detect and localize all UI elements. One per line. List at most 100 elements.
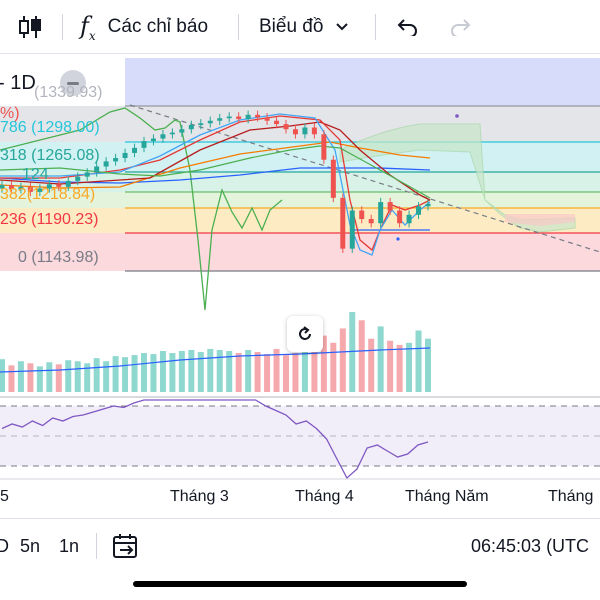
redo-icon bbox=[451, 19, 471, 36]
volume-bar bbox=[283, 355, 289, 392]
candlestick-icon[interactable] bbox=[18, 0, 42, 54]
moving-average-line bbox=[0, 141, 431, 189]
candle-body bbox=[397, 210, 403, 224]
indicators-button[interactable]: fx Các chỉ báo bbox=[80, 0, 208, 54]
reset-chart-button[interactable] bbox=[287, 316, 323, 352]
candle-body bbox=[75, 176, 81, 181]
rsi-line bbox=[1, 399, 429, 480]
bottom-divider bbox=[96, 533, 97, 559]
x-axis-label: Tháng 4 bbox=[295, 488, 354, 505]
toolbar-divider bbox=[375, 14, 376, 40]
candle-body bbox=[416, 206, 422, 215]
candle-body bbox=[302, 127, 308, 135]
indicators-label: Các chỉ báo bbox=[107, 16, 209, 37]
fib-label-3: 318 (1265.08) bbox=[0, 147, 100, 164]
volume-bar bbox=[131, 355, 138, 392]
volume-bar bbox=[84, 363, 91, 392]
bottom-bar: D 5n 1n 06:45:03 (UTC bbox=[0, 518, 600, 572]
x-axis-label: Tháng bbox=[548, 488, 594, 505]
candle-body bbox=[132, 147, 138, 153]
candle-body bbox=[264, 117, 270, 121]
range-button-1n[interactable]: 1n bbox=[59, 535, 80, 556]
candle-body bbox=[65, 180, 71, 187]
candle-body bbox=[94, 166, 100, 173]
candle-body bbox=[84, 172, 90, 177]
timezone-clock[interactable]: 06:45:03 (UTC bbox=[471, 535, 590, 556]
ichimoku-cloud bbox=[339, 123, 576, 233]
go-to-date-button[interactable] bbox=[112, 519, 140, 573]
candle-body bbox=[292, 129, 298, 135]
volume-bar bbox=[141, 353, 147, 392]
volume-bar bbox=[46, 362, 53, 392]
x-axis-label: Tháng 3 bbox=[170, 488, 229, 505]
undo-button[interactable] bbox=[396, 0, 418, 54]
candle-body bbox=[283, 124, 289, 130]
volume-bar bbox=[103, 361, 110, 392]
volume-bar bbox=[254, 352, 261, 392]
volume-series bbox=[0, 312, 431, 392]
candlestick-series bbox=[0, 110, 431, 253]
fib-label-partial: 124 bbox=[22, 166, 49, 183]
volume-bar bbox=[396, 344, 403, 392]
fib-label-4: 382(1218.84) bbox=[0, 186, 96, 203]
fib-zone bbox=[0, 142, 600, 172]
volume-bar bbox=[36, 366, 43, 392]
volume-bar bbox=[17, 361, 24, 392]
candle-body bbox=[0, 185, 5, 189]
candle-body bbox=[321, 134, 327, 160]
candle-body bbox=[169, 132, 175, 135]
candle-body bbox=[330, 159, 336, 198]
chart-area[interactable]: - 1D bbox=[0, 54, 600, 516]
volume-bar bbox=[235, 353, 242, 392]
volume-bar bbox=[216, 349, 223, 392]
volume-bar bbox=[0, 359, 5, 392]
volume-bar bbox=[377, 326, 384, 392]
fib-label-6: 0 (1143.98) bbox=[18, 249, 99, 266]
volume-bar bbox=[169, 353, 176, 392]
volume-bar bbox=[55, 364, 62, 392]
chart-marker bbox=[396, 237, 400, 241]
candle-body bbox=[113, 158, 119, 162]
candle-body bbox=[27, 186, 33, 192]
volume-bar bbox=[178, 351, 185, 392]
top-toolbar: fx Các chỉ báo Biểu đồ bbox=[0, 0, 600, 54]
candle-body bbox=[406, 214, 412, 224]
range-button-d[interactable]: D bbox=[0, 535, 9, 556]
candle-body bbox=[207, 120, 213, 124]
volume-bar bbox=[349, 312, 356, 392]
chart-marker bbox=[455, 114, 459, 118]
volume-bar bbox=[74, 361, 81, 392]
x-axis-label: Tháng Năm bbox=[405, 488, 489, 505]
price-chart[interactable] bbox=[0, 54, 600, 516]
minus-icon bbox=[67, 81, 79, 85]
volume-bar bbox=[406, 342, 413, 392]
volume-bar bbox=[301, 351, 308, 392]
volume-bar bbox=[159, 351, 166, 392]
candle-body bbox=[198, 123, 204, 125]
range-button-5n[interactable]: 5n bbox=[20, 535, 41, 556]
volume-bar bbox=[330, 342, 337, 392]
volume-bar bbox=[122, 357, 129, 392]
candle-body bbox=[349, 210, 355, 249]
fib-zone bbox=[0, 233, 600, 271]
volume-bar bbox=[245, 349, 252, 392]
redo-button[interactable] bbox=[450, 0, 472, 54]
moving-average-line bbox=[0, 113, 431, 256]
fib-label-1: (1339.93) bbox=[34, 84, 103, 101]
moving-average-line bbox=[0, 145, 431, 199]
volume-bar bbox=[188, 349, 195, 392]
collapse-legend-button[interactable] bbox=[60, 70, 86, 96]
chevron-down-icon bbox=[336, 23, 349, 31]
calendar-arrow-icon bbox=[113, 534, 137, 558]
chart-type-button[interactable]: Biểu đồ bbox=[259, 0, 349, 54]
volume-bar bbox=[207, 348, 214, 392]
volume-bar bbox=[339, 328, 346, 392]
ichimoku-cloud bbox=[505, 214, 575, 226]
toolbar-divider bbox=[62, 14, 63, 40]
candle-body bbox=[378, 202, 384, 224]
symbol-label: - 1D bbox=[0, 72, 36, 94]
volume-bar bbox=[387, 340, 394, 392]
candle-body bbox=[425, 203, 431, 207]
volume-average-line bbox=[0, 347, 431, 373]
home-indicator bbox=[133, 581, 467, 587]
